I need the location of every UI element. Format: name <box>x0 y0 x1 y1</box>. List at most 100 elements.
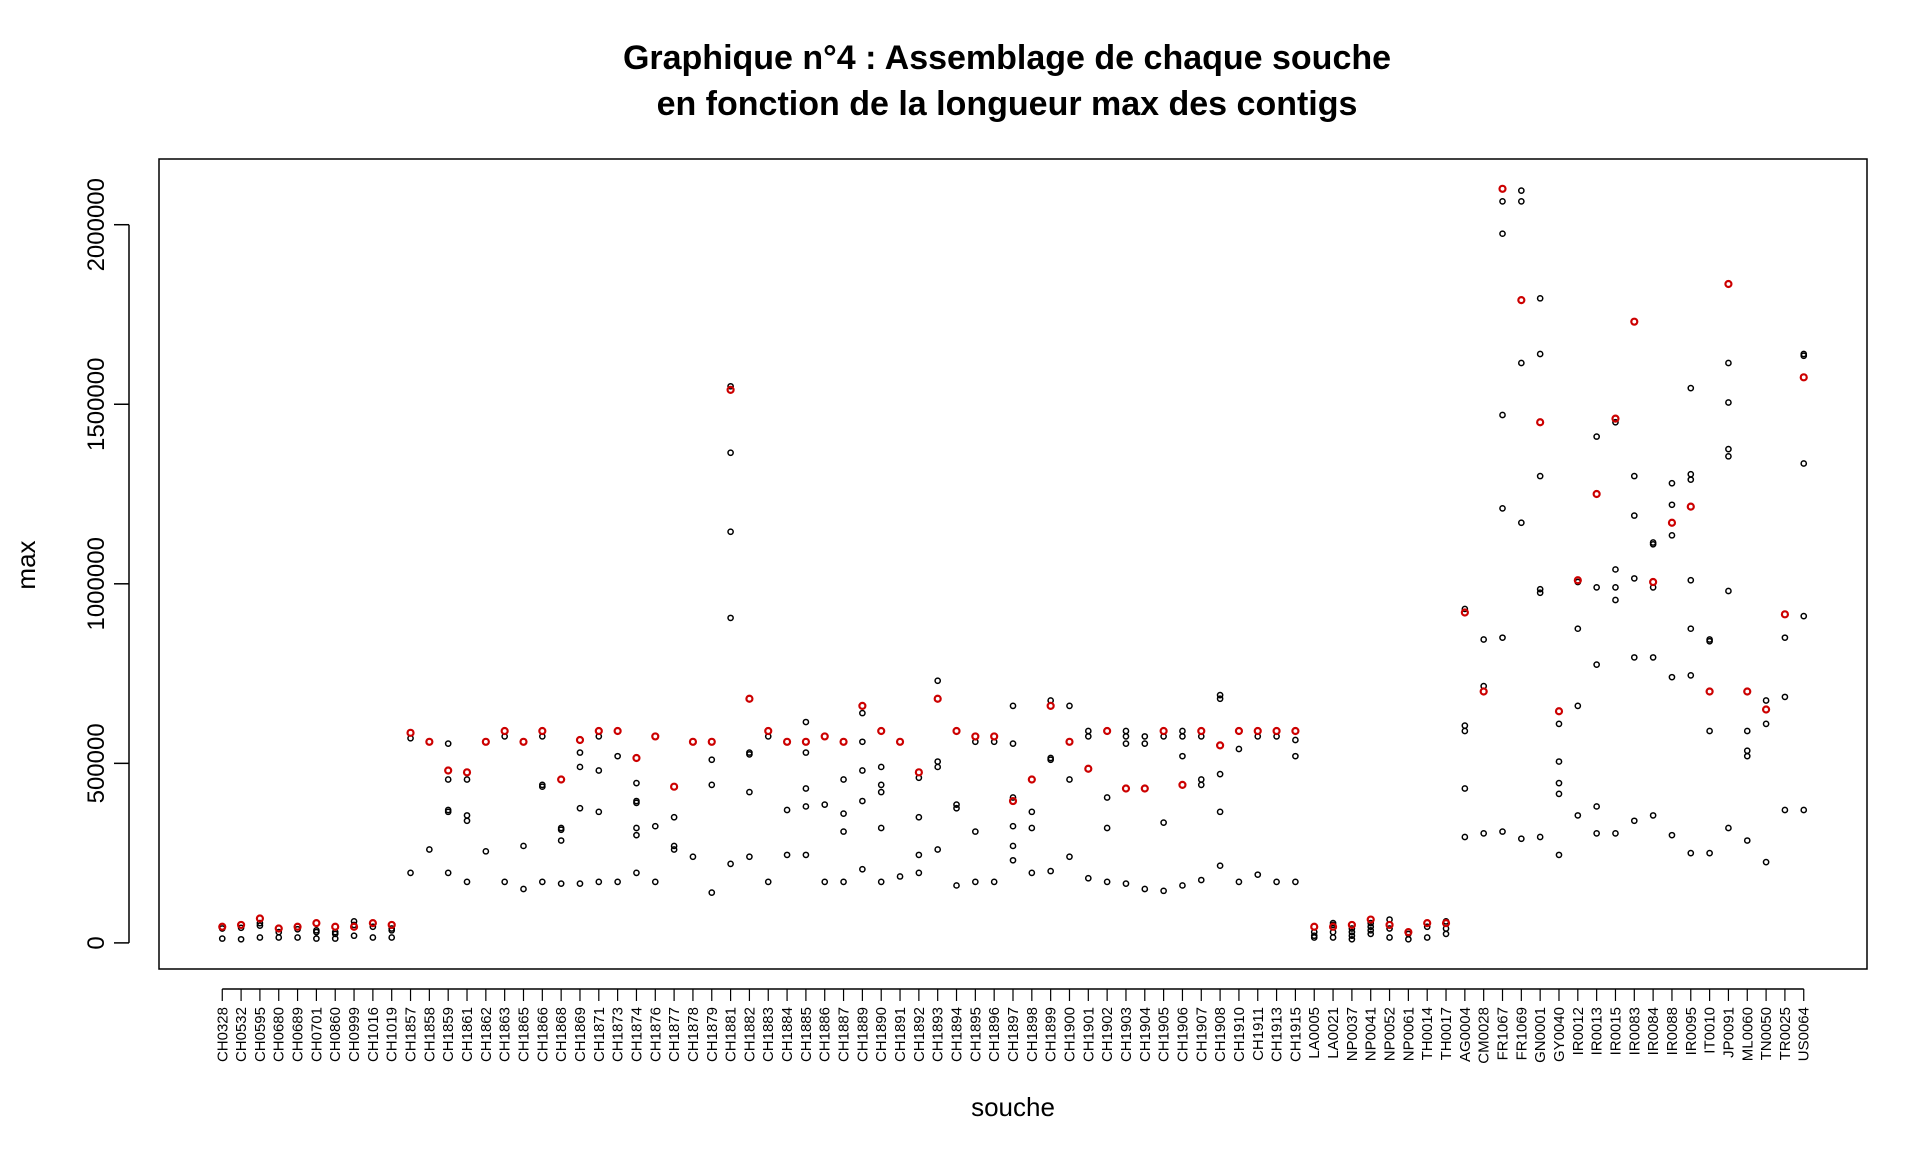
point <box>1480 830 1488 837</box>
highlight-point <box>1197 726 1206 736</box>
point <box>953 801 960 808</box>
highlight-point <box>877 726 886 736</box>
highlight-point <box>688 737 698 746</box>
point <box>1574 812 1582 819</box>
point <box>576 749 584 756</box>
highlight-point <box>651 732 660 741</box>
point <box>633 824 640 832</box>
point <box>670 813 678 821</box>
x-tick-label: CH1891 <box>892 1007 909 1062</box>
x-tick-label: CH1892 <box>911 1007 928 1062</box>
highlight-point <box>1178 780 1187 789</box>
highlight-point <box>1479 687 1488 696</box>
point <box>1593 584 1600 591</box>
point <box>1630 472 1638 480</box>
point <box>1706 637 1713 645</box>
x-tick-label: CH1910 <box>1231 1007 1248 1062</box>
point <box>1499 411 1506 419</box>
point <box>520 885 527 893</box>
x-tick-label: CH0689 <box>290 1007 307 1062</box>
highlight-point <box>613 726 622 736</box>
point <box>1555 720 1563 728</box>
point <box>1292 878 1299 886</box>
highlight-point <box>1253 726 1262 736</box>
point <box>1668 531 1676 539</box>
point <box>651 822 659 830</box>
x-tick-label: CH1884 <box>779 1007 796 1062</box>
point <box>746 788 753 796</box>
point <box>520 842 527 850</box>
point <box>934 763 942 771</box>
x-tick-label: TH0017 <box>1438 1007 1455 1060</box>
highlight-point <box>236 920 246 930</box>
point <box>1423 934 1431 941</box>
point <box>1273 878 1280 886</box>
point <box>859 738 866 746</box>
point <box>877 824 885 832</box>
point <box>1160 819 1167 826</box>
highlight-point <box>331 922 340 931</box>
x-tick-label: CH1874 <box>628 1007 645 1062</box>
point <box>1009 740 1017 747</box>
point <box>1630 512 1638 519</box>
point <box>275 934 283 941</box>
point <box>1499 230 1506 238</box>
point <box>859 709 866 717</box>
x-tick-label: TR0025 <box>1777 1007 1794 1060</box>
point <box>633 799 640 807</box>
point <box>1480 636 1488 643</box>
highlight-point <box>1536 418 1545 427</box>
point <box>1536 472 1544 480</box>
point <box>1235 878 1243 886</box>
highlight-point <box>519 737 528 746</box>
point <box>1668 673 1676 681</box>
point <box>1009 822 1017 830</box>
highlight-point <box>462 768 472 777</box>
point <box>1292 752 1299 760</box>
point <box>1084 874 1092 882</box>
x-tick-label: CH1871 <box>591 1007 608 1062</box>
highlight-point <box>218 922 227 931</box>
highlight-point <box>1686 502 1695 511</box>
point <box>218 935 226 942</box>
point <box>1800 352 1808 360</box>
point <box>444 776 452 783</box>
highlight-point <box>1404 928 1413 937</box>
point <box>896 873 904 880</box>
highlight-point <box>1743 687 1752 696</box>
point <box>802 785 810 792</box>
x-tick-label: CH1877 <box>666 1007 683 1062</box>
point <box>1499 828 1506 835</box>
x-tick-label: CH1861 <box>459 1007 476 1062</box>
point <box>614 752 621 760</box>
point <box>595 878 603 886</box>
highlight-point <box>1780 610 1790 619</box>
point <box>501 878 509 886</box>
point <box>1423 923 1431 931</box>
highlight-point <box>764 726 773 736</box>
highlight-point <box>500 726 509 736</box>
point <box>1517 187 1525 194</box>
x-tick-label: IR0013 <box>1589 1007 1606 1055</box>
point <box>1028 824 1036 832</box>
x-tick-label: LA0005 <box>1306 1007 1323 1059</box>
point <box>576 804 584 812</box>
point <box>1179 882 1186 889</box>
highlight-point <box>895 737 905 746</box>
point <box>313 928 320 936</box>
x-tick-label: CH1873 <box>610 1007 627 1062</box>
point <box>670 846 678 853</box>
point <box>859 797 866 805</box>
point <box>1536 350 1544 358</box>
highlight-point <box>1084 764 1093 773</box>
point <box>1066 853 1073 861</box>
point <box>1800 806 1808 814</box>
highlight-point <box>1140 784 1149 793</box>
point <box>727 449 734 457</box>
point <box>1216 808 1224 816</box>
point <box>1197 776 1205 783</box>
y-tick-label: 2000000 <box>83 178 110 271</box>
x-axis-label: souche <box>971 1092 1055 1122</box>
point <box>444 740 452 747</box>
point <box>1725 587 1732 595</box>
